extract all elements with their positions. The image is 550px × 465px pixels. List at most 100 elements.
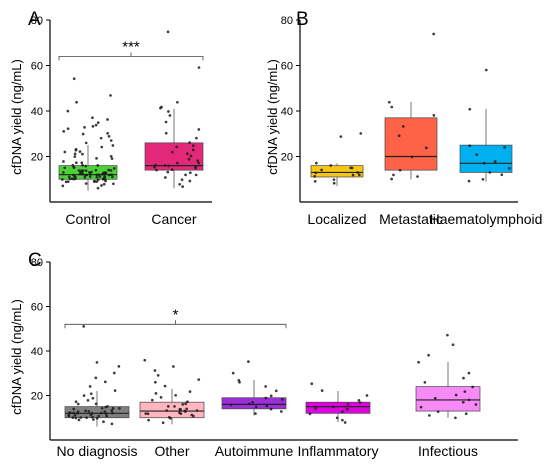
data-point	[254, 405, 258, 409]
data-point	[83, 126, 86, 129]
y-tick-label: 60	[31, 61, 43, 73]
data-point	[91, 116, 94, 120]
data-point	[359, 132, 363, 135]
data-point	[106, 132, 110, 135]
data-point	[80, 161, 84, 165]
y-tick-label: 80	[31, 257, 43, 269]
data-point	[84, 182, 88, 185]
data-point	[103, 178, 107, 181]
data-point	[63, 150, 67, 154]
data-point	[341, 418, 344, 422]
data-point	[150, 398, 154, 402]
data-point	[264, 396, 268, 400]
data-point	[229, 403, 233, 407]
data-point	[79, 416, 83, 419]
data-point	[392, 173, 395, 177]
data-point	[251, 400, 254, 404]
data-point	[416, 175, 419, 178]
data-point	[357, 173, 361, 177]
data-point	[186, 400, 189, 404]
data-point	[314, 406, 317, 410]
significance-bracket-c	[64, 323, 287, 329]
data-point	[313, 180, 317, 183]
data-point	[343, 421, 347, 424]
data-point	[197, 161, 201, 165]
data-point	[264, 385, 268, 388]
data-point	[176, 100, 179, 104]
data-point	[428, 414, 431, 417]
data-point	[507, 166, 511, 170]
data-point	[424, 146, 428, 150]
data-point	[70, 177, 74, 181]
data-point	[178, 411, 181, 415]
box-c-3	[305, 382, 371, 424]
data-point	[153, 380, 157, 384]
data-point	[341, 410, 344, 413]
data-point	[82, 394, 86, 397]
data-point	[155, 168, 158, 172]
data-point	[88, 173, 92, 176]
data-point	[76, 402, 80, 406]
data-point	[280, 398, 284, 401]
data-point	[433, 396, 437, 400]
box-body	[310, 165, 364, 178]
data-point	[331, 405, 335, 409]
data-point	[170, 150, 174, 154]
data-point	[103, 171, 107, 174]
data-point	[329, 164, 333, 167]
data-point	[194, 173, 198, 177]
data-point	[100, 406, 104, 410]
data-point	[269, 394, 273, 398]
box-c-4	[415, 333, 481, 420]
data-point	[185, 407, 189, 411]
data-point	[153, 165, 156, 169]
data-point	[61, 171, 65, 174]
data-point	[101, 177, 105, 181]
data-point	[192, 414, 195, 418]
data-point	[94, 123, 98, 127]
data-point	[197, 66, 201, 69]
category-label-c-2: Autoimmune	[215, 443, 294, 459]
panel-c-chart: C 20 40 60 80 cfDNA yield (ng/mL) No diagnosis…	[9, 250, 518, 459]
data-point	[94, 168, 98, 172]
data-point	[427, 353, 430, 357]
data-point	[62, 160, 65, 163]
data-point	[85, 416, 88, 420]
data-point	[112, 371, 116, 375]
data-point	[188, 171, 192, 175]
data-point	[172, 365, 175, 368]
data-point	[188, 390, 192, 393]
data-point	[74, 416, 78, 420]
data-point	[167, 164, 170, 168]
data-point	[94, 376, 98, 380]
data-point	[280, 410, 283, 413]
data-point	[308, 412, 312, 416]
data-point	[446, 333, 449, 337]
data-point	[100, 184, 103, 187]
box-c-2	[221, 360, 287, 416]
category-label-c-3: Inflammatory	[298, 443, 379, 459]
data-point	[86, 398, 90, 402]
data-point	[358, 401, 362, 404]
data-point	[100, 411, 103, 415]
data-point	[237, 378, 241, 382]
box-body	[139, 401, 205, 419]
data-point	[197, 128, 201, 131]
box-a-1	[144, 30, 204, 189]
data-point	[160, 105, 163, 109]
data-point	[72, 411, 76, 415]
data-point	[320, 389, 324, 392]
y-tick-label: 80	[31, 15, 43, 27]
data-point	[186, 152, 189, 156]
data-point	[168, 114, 172, 117]
significance-label-a: ***	[122, 38, 140, 55]
data-point	[94, 402, 98, 406]
y-tick-label: 60	[31, 302, 43, 314]
data-point	[109, 94, 112, 97]
data-point	[72, 173, 75, 177]
data-point	[77, 418, 81, 422]
data-point	[113, 389, 117, 392]
data-point	[67, 414, 71, 418]
data-point	[110, 157, 114, 161]
data-point	[95, 361, 99, 364]
